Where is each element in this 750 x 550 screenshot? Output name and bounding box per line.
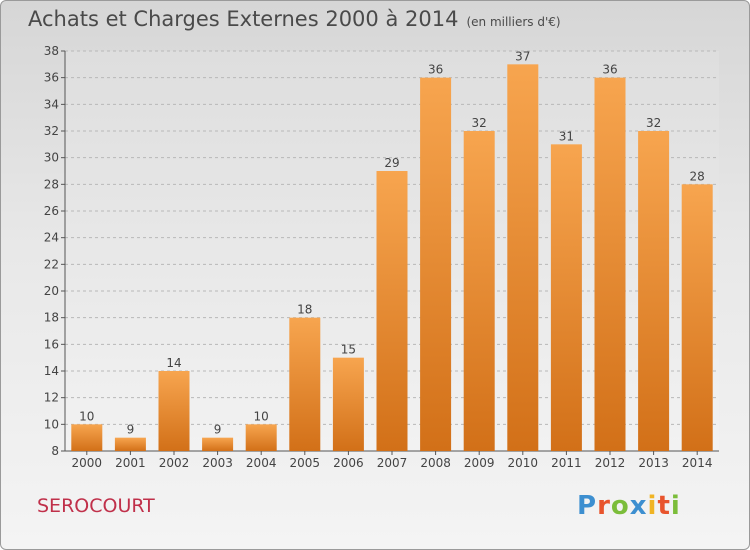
bar bbox=[594, 77, 626, 452]
x-tick-label: 2013 bbox=[638, 456, 669, 470]
x-tick-label: 2000 bbox=[72, 456, 103, 470]
bar bbox=[376, 171, 408, 451]
x-tick-label: 2007 bbox=[377, 456, 408, 470]
x-tick-label: 2010 bbox=[508, 456, 539, 470]
data-label: 32 bbox=[472, 116, 487, 130]
data-label: 9 bbox=[214, 423, 222, 437]
y-tick-label: 18 bbox=[44, 311, 59, 325]
y-tick-label: 28 bbox=[44, 177, 59, 191]
data-label: 36 bbox=[602, 63, 617, 77]
x-tick-label: 2008 bbox=[420, 456, 451, 470]
y-tick-label: 20 bbox=[44, 284, 59, 298]
y-tick-label: 16 bbox=[44, 337, 59, 351]
bar bbox=[245, 424, 277, 451]
y-tick-label: 14 bbox=[44, 364, 59, 378]
data-label: 36 bbox=[428, 63, 443, 77]
y-tick-label: 24 bbox=[44, 231, 59, 245]
bar bbox=[463, 131, 495, 451]
x-tick-label: 2001 bbox=[115, 456, 146, 470]
y-tick-label: 26 bbox=[44, 204, 59, 218]
data-label: 31 bbox=[559, 129, 574, 143]
y-tick-label: 36 bbox=[44, 71, 59, 85]
bar bbox=[289, 317, 321, 451]
data-label: 37 bbox=[515, 49, 530, 63]
x-tick-label: 2011 bbox=[551, 456, 582, 470]
y-tick-label: 34 bbox=[44, 97, 59, 111]
y-tick-label: 12 bbox=[44, 391, 59, 405]
x-tick-label: 2009 bbox=[464, 456, 495, 470]
x-tick-label: 2002 bbox=[159, 456, 190, 470]
x-tick-label: 2005 bbox=[290, 456, 321, 470]
bar bbox=[202, 437, 234, 451]
data-label: 15 bbox=[341, 343, 356, 357]
data-label: 10 bbox=[79, 409, 94, 423]
data-label: 9 bbox=[127, 423, 135, 437]
chart-unit: (en milliers d'€) bbox=[466, 15, 561, 29]
x-tick-label: 2006 bbox=[333, 456, 364, 470]
data-label: 32 bbox=[646, 116, 661, 130]
bar bbox=[114, 437, 146, 451]
commune-name: SEROCOURT bbox=[37, 495, 155, 517]
bar bbox=[332, 357, 364, 451]
x-tick-label: 2003 bbox=[202, 456, 233, 470]
data-label: 18 bbox=[297, 303, 312, 317]
data-label: 29 bbox=[384, 156, 399, 170]
y-tick-label: 10 bbox=[44, 417, 59, 431]
data-label: 28 bbox=[690, 169, 705, 183]
bar bbox=[507, 64, 539, 452]
proxiti-logo: Proxiti bbox=[577, 491, 681, 521]
x-tick-label: 2004 bbox=[246, 456, 277, 470]
x-tick-label: 2012 bbox=[595, 456, 626, 470]
y-tick-label: 32 bbox=[44, 124, 59, 138]
data-label: 10 bbox=[254, 409, 269, 423]
chart-title: Achats et Charges Externes 2000 à 2014 (e… bbox=[28, 7, 561, 31]
y-tick-label: 30 bbox=[44, 151, 59, 165]
bar bbox=[71, 424, 103, 451]
bar bbox=[550, 144, 582, 452]
bar bbox=[681, 184, 713, 452]
y-tick-label: 22 bbox=[44, 257, 59, 271]
data-label: 14 bbox=[166, 356, 181, 370]
bar bbox=[420, 77, 452, 452]
y-tick-label: 8 bbox=[51, 444, 59, 458]
chart-title-text: Achats et Charges Externes 2000 à 2014 bbox=[28, 7, 459, 31]
bar bbox=[638, 131, 670, 451]
x-tick-label: 2014 bbox=[682, 456, 713, 470]
y-tick-label: 38 bbox=[44, 44, 59, 58]
bar bbox=[158, 371, 190, 451]
